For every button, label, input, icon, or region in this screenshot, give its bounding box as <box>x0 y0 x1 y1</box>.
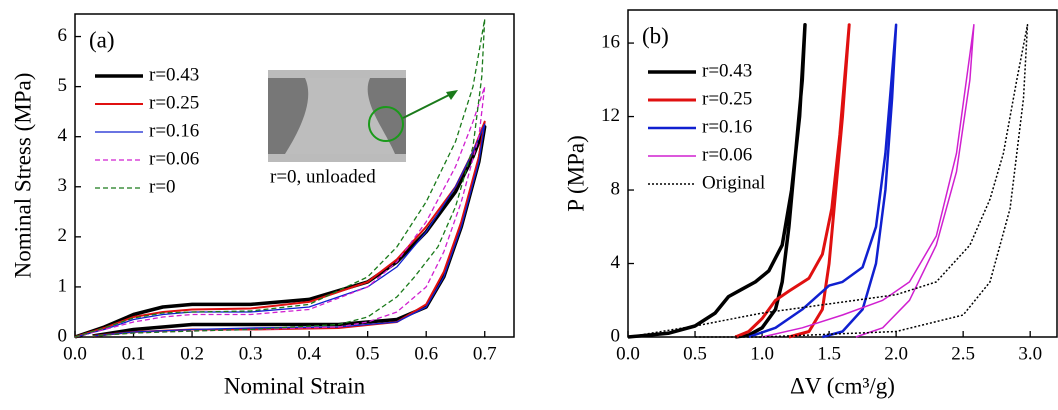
legend-label: r=0.06 <box>149 148 199 169</box>
x-tick-label: 0.1 <box>122 343 146 364</box>
legend-label: r=0.06 <box>702 144 752 165</box>
x-tick-label: 3.0 <box>1018 343 1042 364</box>
y-tick-label: 0 <box>58 325 68 346</box>
legend-label: r=0.16 <box>702 116 752 137</box>
x-tick-label: 0.5 <box>356 343 380 364</box>
y-tick-label: 4 <box>611 252 621 273</box>
x-tick-label: 0.4 <box>297 343 321 364</box>
legend-label: r=0 <box>149 176 176 197</box>
legend-label: r=0.43 <box>149 64 199 85</box>
x-tick-label: 1.5 <box>817 343 841 364</box>
legend-label: r=0.25 <box>149 92 199 113</box>
x-tick-label: 1.0 <box>750 343 774 364</box>
y-axis-title: Nominal Stress (MPa) <box>10 73 35 279</box>
x-tick-label: 0.7 <box>473 343 497 364</box>
y-tick-label: 0 <box>611 325 621 346</box>
arrow <box>402 91 456 119</box>
y-axis-title: P (MPa) <box>563 135 588 211</box>
legend-label: Original <box>702 172 765 193</box>
y-tick-label: 16 <box>601 31 620 52</box>
photo-plate <box>268 154 406 162</box>
x-tick-label: 0.3 <box>239 343 263 364</box>
panel-label: (b) <box>642 23 669 48</box>
series-line <box>74 18 486 338</box>
y-tick-label: 12 <box>601 105 620 126</box>
series-line <box>74 124 487 339</box>
x-tick-label: 0.6 <box>414 343 438 364</box>
inset-photo <box>268 70 458 162</box>
y-tick-label: 4 <box>58 125 68 146</box>
x-axis-title: ΔV (cm³/g) <box>790 373 895 398</box>
x-tick-label: 0.0 <box>616 343 640 364</box>
highlight-circle <box>368 106 404 142</box>
series-line <box>627 23 1029 338</box>
x-axis-title: Nominal Strain <box>224 373 366 398</box>
legend-label: r=0.25 <box>702 88 752 109</box>
x-tick-label: 0.2 <box>180 343 204 364</box>
series-line <box>734 23 851 339</box>
y-tick-label: 6 <box>58 25 68 46</box>
y-tick-label: 5 <box>58 75 68 96</box>
series-line <box>627 22 807 339</box>
series-line <box>748 23 898 339</box>
y-tick-label: 1 <box>58 275 68 296</box>
legend-label: r=0.43 <box>702 60 752 81</box>
photo-plate <box>268 70 406 78</box>
plot-frame <box>627 9 1058 338</box>
x-tick-label: 0.5 <box>683 343 707 364</box>
x-tick-label: 2.0 <box>884 343 908 364</box>
legend-label: r=0.16 <box>149 120 199 141</box>
arrow-head <box>446 90 458 100</box>
x-tick-label: 2.5 <box>951 343 975 364</box>
panel-label: (a) <box>89 27 115 52</box>
y-tick-label: 3 <box>58 175 68 196</box>
photo-sample <box>285 78 395 154</box>
annotation: r=0, unloaded <box>270 166 376 187</box>
plot-frame <box>74 13 515 338</box>
y-tick-label: 2 <box>58 225 68 246</box>
x-tick-label: 0.0 <box>63 343 87 364</box>
series-line <box>761 23 975 338</box>
y-tick-label: 8 <box>611 178 621 199</box>
